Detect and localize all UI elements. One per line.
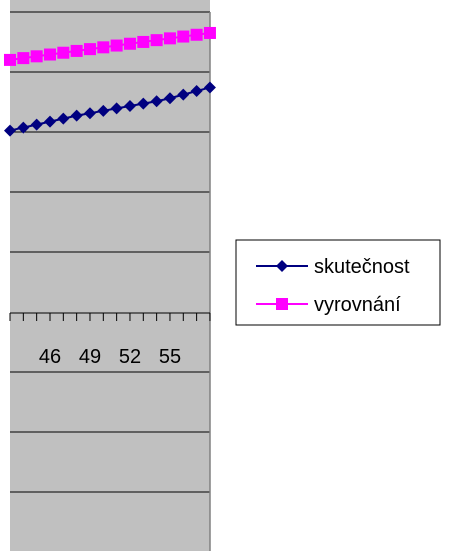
series-0-point bbox=[137, 97, 150, 110]
plot-area: 46 49 52 55 bbox=[4, 0, 216, 551]
series-1-point bbox=[57, 46, 70, 59]
series-0-point bbox=[163, 92, 176, 105]
series-0-point bbox=[83, 107, 96, 120]
series-1-point bbox=[30, 50, 43, 63]
series-0-point bbox=[70, 109, 83, 122]
series-1-point bbox=[4, 53, 16, 66]
series-1-point bbox=[203, 26, 216, 39]
series-0-point bbox=[17, 121, 30, 134]
series-0-point bbox=[30, 118, 43, 131]
x-tick-label: 55 bbox=[159, 346, 181, 368]
series-0-point bbox=[43, 115, 56, 128]
series-1-point bbox=[150, 34, 163, 47]
legend-marker-1 bbox=[276, 298, 288, 310]
legend-marker-0 bbox=[276, 260, 288, 272]
x-tick-label: 46 bbox=[39, 346, 61, 368]
series-1-point bbox=[43, 48, 56, 61]
series-1-point bbox=[110, 39, 123, 52]
series-1-point bbox=[163, 32, 176, 45]
series-0-point bbox=[177, 88, 190, 101]
legend-label-1: vyrovnání bbox=[314, 294, 401, 316]
series-1-point bbox=[190, 28, 203, 41]
x-tick-label: 52 bbox=[119, 346, 141, 368]
series-1-point bbox=[83, 43, 96, 56]
series-1-point bbox=[70, 44, 83, 57]
series-0-point bbox=[150, 95, 163, 108]
series-0-point bbox=[190, 85, 203, 98]
series-line-1 bbox=[9, 31, 211, 61]
series-1-point bbox=[97, 41, 110, 54]
series-1-point bbox=[177, 30, 190, 43]
series-0-point bbox=[110, 102, 123, 115]
series-line-0 bbox=[9, 86, 211, 132]
x-tick-label: 49 bbox=[79, 346, 101, 368]
series-1-point bbox=[123, 37, 136, 50]
series-1-point bbox=[137, 35, 150, 48]
plot-background bbox=[10, 0, 210, 551]
legend: skutečnost vyrovnání bbox=[235, 239, 441, 326]
series-1-point bbox=[17, 52, 30, 65]
series-0-point bbox=[97, 104, 110, 117]
series-0-point bbox=[4, 124, 16, 137]
legend-box bbox=[235, 239, 441, 326]
series-0-point bbox=[57, 112, 70, 125]
legend-label-0: skutečnost bbox=[314, 256, 410, 278]
series-0-point bbox=[123, 100, 136, 113]
series-0-point bbox=[203, 81, 216, 94]
